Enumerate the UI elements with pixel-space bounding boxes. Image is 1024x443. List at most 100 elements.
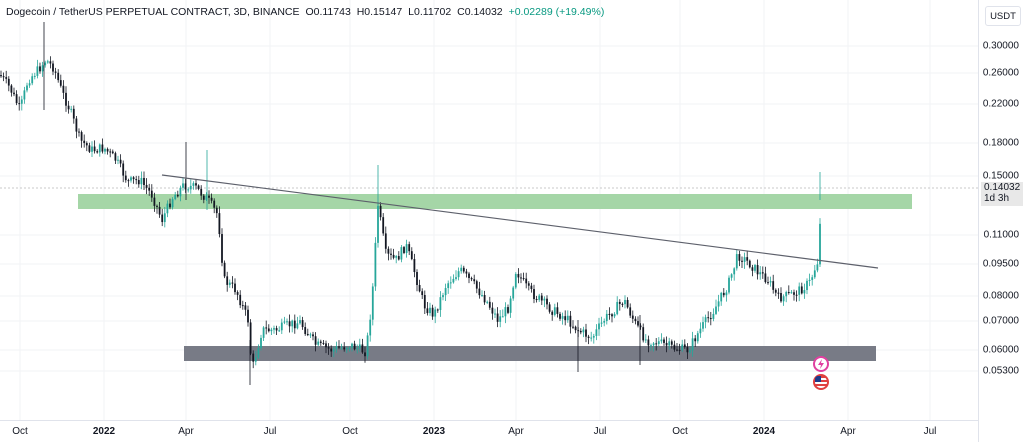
candle-body — [694, 338, 697, 342]
candle-body — [670, 341, 673, 345]
candle-body — [468, 273, 470, 279]
candle-body — [772, 281, 775, 290]
price-axis[interactable]: USDT 0.30000 0.26000 0.22000 0.18000 0.15000… — [978, 0, 1024, 442]
candle-body — [384, 233, 387, 249]
close-value: C0.14032 — [457, 6, 503, 18]
candle-body — [582, 329, 585, 333]
candle-body — [226, 276, 229, 285]
candle-body — [353, 343, 356, 350]
candle-body — [429, 307, 431, 314]
time-label: Apr — [508, 426, 524, 437]
candle-body — [410, 251, 413, 260]
candle-body — [787, 292, 790, 294]
candle-body — [156, 205, 158, 207]
time-label: Apr — [178, 426, 194, 437]
candle-body — [735, 254, 738, 269]
candle-body — [299, 320, 301, 324]
candle-body — [605, 313, 608, 322]
candle-body — [751, 267, 754, 271]
candle-body — [722, 292, 725, 296]
candle-body — [330, 348, 333, 352]
candle-body — [137, 180, 140, 185]
candle-body — [655, 343, 658, 345]
candlestick-chart[interactable] — [0, 0, 978, 420]
candle-body — [741, 260, 743, 262]
candle-body — [169, 203, 171, 208]
candle-body — [795, 294, 798, 296]
chart-area[interactable]: Dogecoin / TetherUS PERPETUAL CONTRACT, … — [0, 0, 978, 420]
candle-body — [39, 66, 41, 72]
candle-body — [517, 273, 520, 278]
candle-body — [587, 336, 590, 338]
candle-body — [85, 143, 88, 146]
candle-body — [738, 254, 741, 261]
candle-body — [730, 274, 733, 278]
candle-body — [691, 338, 694, 351]
candle-body — [426, 308, 429, 314]
candle-body — [455, 277, 457, 279]
candle-body — [525, 278, 528, 284]
candle-body — [530, 285, 533, 290]
candle-body — [223, 262, 226, 277]
candle-body — [780, 293, 782, 302]
candle-body — [124, 175, 127, 181]
candle-body — [559, 313, 561, 319]
candle-body — [23, 90, 26, 100]
candle-body — [382, 217, 385, 234]
candle-body — [483, 295, 486, 303]
candle-body — [249, 322, 252, 354]
currency-unit-button[interactable]: USDT — [985, 6, 1021, 26]
candle-body — [647, 339, 650, 346]
time-label: Jul — [923, 426, 937, 437]
candle-body — [470, 278, 473, 280]
candle-body — [457, 271, 460, 278]
candle-body — [364, 352, 366, 357]
candle-body — [325, 343, 327, 348]
candle-body — [782, 296, 785, 302]
us-flag-event-icon[interactable] — [813, 374, 829, 390]
candle-body — [150, 190, 153, 198]
candle-body — [241, 305, 244, 307]
candle-body — [504, 307, 507, 317]
candle-body — [83, 140, 86, 144]
symbol-title[interactable]: Dogecoin / TetherUS PERPETUAL CONTRACT, … — [6, 6, 300, 18]
candle-body — [304, 327, 307, 334]
candle-body — [179, 187, 182, 197]
candle-body — [449, 282, 452, 284]
candle-body — [158, 206, 161, 215]
candle-body — [49, 61, 52, 64]
candle-body — [132, 177, 135, 180]
lightning-event-icon[interactable] — [813, 356, 829, 372]
candle-body — [205, 195, 208, 200]
candle-body — [462, 267, 465, 272]
time-axis[interactable]: Oct 2022 Apr Jul Oct 2023 Apr Jul Oct 2024 Apr Jul — [0, 420, 978, 443]
candle-body — [717, 301, 720, 307]
candle-body — [122, 163, 125, 176]
candle-body — [114, 153, 117, 161]
candle-body — [712, 313, 715, 319]
candle-body — [603, 321, 606, 323]
candle-body — [793, 292, 795, 295]
candle-body — [512, 287, 515, 299]
candle-body — [2, 76, 5, 78]
candle-body — [296, 323, 299, 329]
candle-body — [218, 213, 221, 235]
price-label: 0.06000 — [982, 344, 1019, 356]
candle-body — [556, 307, 559, 314]
candle-body — [652, 343, 655, 346]
candle-body — [351, 343, 353, 348]
candle-body — [70, 108, 73, 110]
candle-body — [335, 346, 338, 350]
candle-body — [174, 194, 177, 200]
candle-body — [486, 301, 489, 303]
candle-body — [10, 85, 13, 93]
candle-body — [400, 247, 403, 260]
candle-body — [119, 159, 122, 164]
candle-body — [748, 260, 751, 268]
candle-body — [639, 325, 642, 328]
candle-body — [26, 85, 28, 91]
candle-body — [171, 199, 174, 208]
candle-body — [761, 272, 764, 274]
candle-body — [387, 248, 390, 254]
candle-body — [18, 103, 21, 105]
